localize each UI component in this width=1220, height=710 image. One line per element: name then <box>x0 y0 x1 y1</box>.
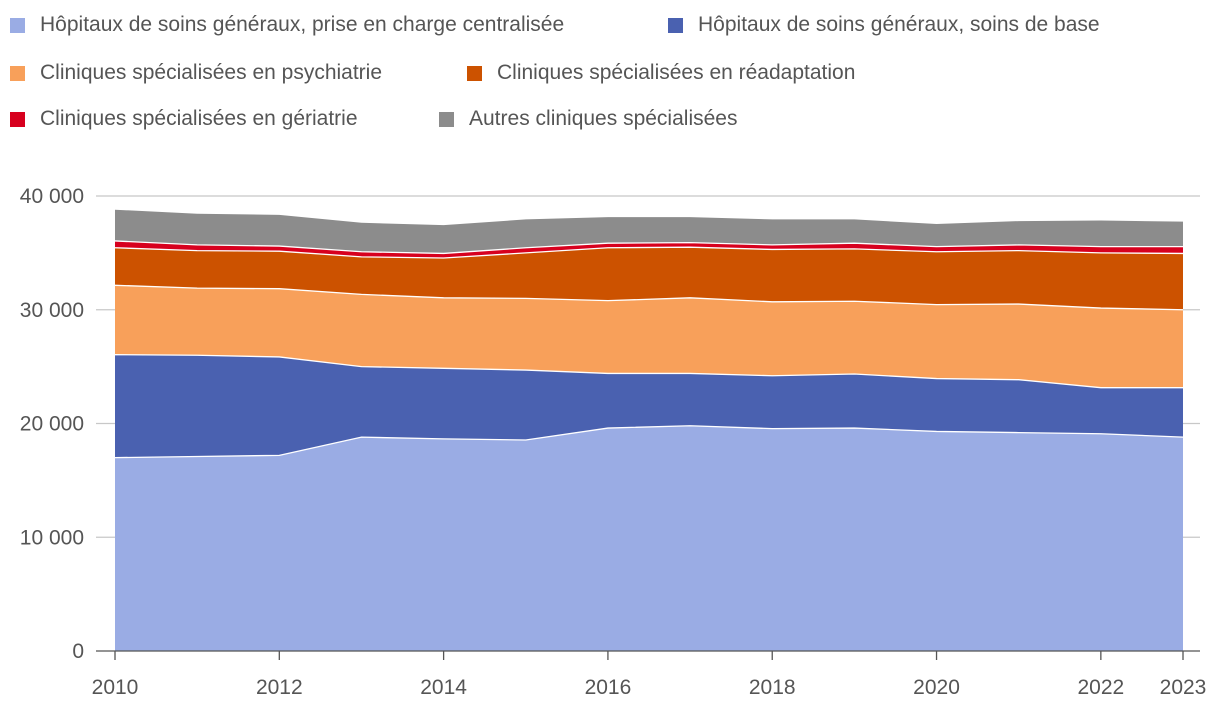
area-series-1 <box>115 425 1183 651</box>
area-series-4 <box>115 247 1183 310</box>
y-tick-label: 10 000 <box>20 526 84 549</box>
legend-item-hopitaux-base: Hôpitaux de soins généraux, soins de bas… <box>668 13 1100 37</box>
x-tick-label: 2023 <box>1160 676 1207 699</box>
series-boundary-6 <box>114 208 1184 226</box>
x-tick-label: 2020 <box>913 676 960 699</box>
area-series-5 <box>115 240 1183 258</box>
series-boundary-2 <box>114 354 1183 389</box>
series-boundary-3 <box>114 284 1184 311</box>
legend-item-geriatrie: Cliniques spécialisées en gériatrie <box>10 107 358 131</box>
x-tick-label: 2022 <box>1077 676 1124 699</box>
legend-swatch <box>10 111 25 127</box>
legend-swatch <box>467 65 482 81</box>
x-tick-label: 2016 <box>585 676 632 699</box>
legend-swatch <box>439 111 454 127</box>
legend: Hôpitaux de soins généraux, prise en cha… <box>0 0 1220 150</box>
x-tick-label: 2014 <box>420 676 467 699</box>
series-boundary-5 <box>114 240 1183 255</box>
legend-label: Cliniques spécialisées en psychiatrie <box>40 61 383 84</box>
legend-item-readaptation: Cliniques spécialisées en réadaptation <box>467 61 855 85</box>
legend-item-autres: Autres cliniques spécialisées <box>439 107 737 131</box>
series-boundary-4 <box>114 246 1184 259</box>
legend-item-hopitaux-centralisee: Hôpitaux de soins généraux, prise en cha… <box>10 13 564 37</box>
y-tick-label: 30 000 <box>20 299 84 322</box>
legend-swatch <box>668 17 683 33</box>
legend-label: Cliniques spécialisées en gériatrie <box>40 107 358 130</box>
legend-label: Cliniques spécialisées en réadaptation <box>497 61 856 84</box>
x-tick-label: 2010 <box>92 676 139 699</box>
legend-item-psychiatrie: Cliniques spécialisées en psychiatrie <box>10 61 382 85</box>
area-series-2 <box>115 354 1183 458</box>
y-tick-label: 20 000 <box>20 413 84 436</box>
x-tick-label: 2018 <box>749 676 796 699</box>
legend-label: Autres cliniques spécialisées <box>469 107 738 130</box>
y-tick-label: 0 <box>72 640 84 663</box>
legend-swatch <box>10 17 25 33</box>
legend-label: Hôpitaux de soins généraux, soins de bas… <box>698 13 1100 36</box>
legend-swatch <box>10 65 25 81</box>
area-series-3 <box>115 285 1183 388</box>
legend-label: Hôpitaux de soins généraux, prise en cha… <box>40 13 565 36</box>
y-tick-label: 40 000 <box>20 185 84 208</box>
x-tick-label: 2012 <box>256 676 303 699</box>
area-series-6 <box>115 209 1183 254</box>
series-boundary-1 <box>114 425 1184 459</box>
